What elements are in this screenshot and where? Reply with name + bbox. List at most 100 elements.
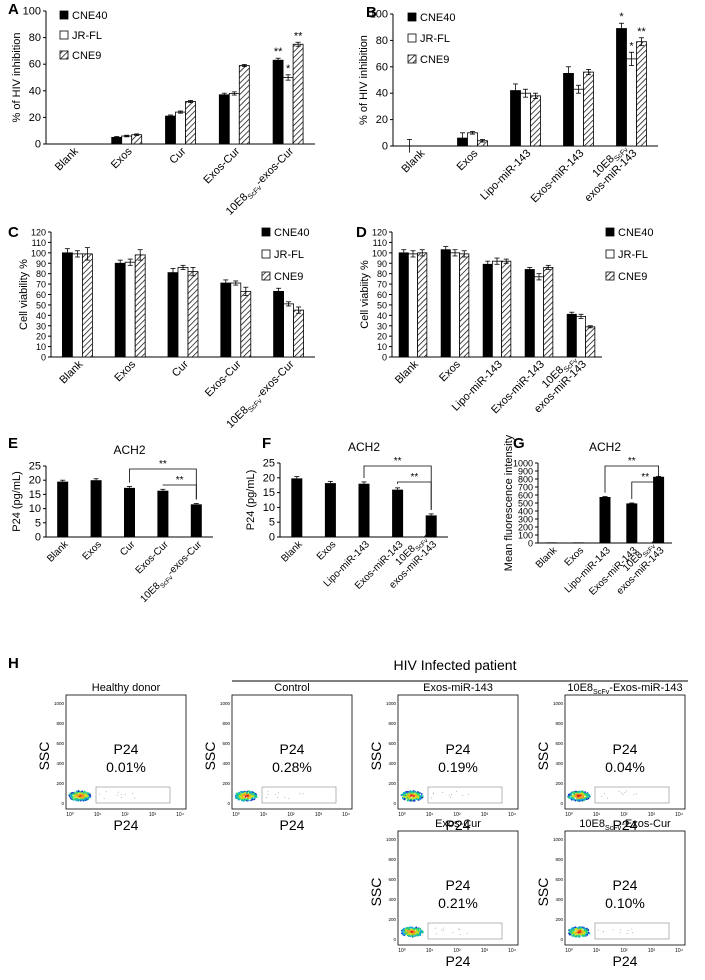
bar: [545, 542, 557, 543]
category-label: Cur: [170, 358, 191, 379]
flow-event-dot: [82, 791, 85, 794]
bar-CNE40: [524, 269, 535, 358]
category-label-line: Exos: [437, 358, 463, 384]
flow-event-dot: [408, 794, 410, 797]
gate-label: P24: [446, 877, 471, 893]
y-tick-label: 0: [41, 353, 46, 363]
significance-bracket: [162, 484, 197, 500]
flow-event-dot: [568, 931, 571, 934]
flow-event-dot: [403, 927, 406, 930]
y-tick-label: 10: [377, 342, 387, 352]
flow-event-dot: [252, 795, 255, 797]
category-label-line: Blank: [534, 544, 560, 570]
y-tick-label: 50: [36, 300, 46, 310]
y-tick-label: 20: [36, 332, 46, 342]
flow-event-dot: [633, 794, 635, 796]
gate-percent: 0.10%: [605, 895, 645, 911]
flow-event-dot: [574, 926, 577, 929]
flow-event-dot: [624, 791, 626, 793]
gate-label: P24: [613, 741, 638, 757]
y-axis-label: Mean fluorescence intensity: [503, 434, 515, 571]
significance-mark: **: [628, 456, 636, 467]
flow-event-dot: [583, 932, 586, 935]
flow-x-tick: 10³: [648, 948, 656, 954]
flow-event-dot: [580, 927, 583, 930]
y-tick-label: 40: [29, 85, 41, 97]
flow-x-tick: 10²: [620, 812, 628, 818]
flow-event-dot: [576, 791, 579, 794]
legend-swatch-CNE9: [407, 54, 417, 64]
flow-event-dot: [580, 931, 583, 934]
bar: [653, 476, 665, 543]
flow-event-dot: [245, 792, 248, 795]
flow-y-tick: 1000: [553, 701, 564, 706]
y-tick-label: 40: [377, 311, 387, 321]
flow-x-tick: 10¹: [94, 812, 102, 818]
bar-CNE9: [185, 101, 196, 145]
flow-event-dot: [72, 798, 75, 801]
flow-event-dot: [466, 933, 468, 935]
flow-event-dot: [618, 791, 620, 793]
flow-event-dot: [409, 935, 412, 938]
bar: [324, 483, 336, 537]
category-label-line: Exos: [563, 545, 587, 569]
legend-swatch-CNE40: [407, 12, 417, 22]
flow-plot-frame: [397, 694, 519, 810]
flow-gate: [594, 922, 670, 940]
flow-event-dot: [253, 794, 256, 796]
flow-event-dot: [82, 796, 85, 799]
flow-event-dot: [579, 930, 581, 932]
flow-x-tick: 10¹: [593, 812, 601, 818]
category-label-line: Blank: [45, 538, 71, 564]
bar: [572, 542, 584, 543]
legend-swatch-CNE9: [605, 271, 615, 281]
category-label: Blank: [57, 358, 85, 386]
flow-event-dot: [406, 929, 409, 932]
flow-event-dot: [586, 931, 588, 934]
y-tick-label: 700: [518, 483, 533, 493]
hiv-patient-group-title: HIV Infected patient: [394, 657, 517, 673]
flow-event-dot: [409, 926, 412, 929]
flow-event-dot: [407, 928, 410, 931]
flow-event-dot: [571, 794, 574, 797]
flow-event-dot: [441, 929, 443, 931]
flow-event-dot: [409, 799, 412, 802]
flow-y-tick: 800: [388, 721, 396, 726]
flow-event-dot: [584, 929, 587, 932]
category-label-line: Exos: [109, 145, 135, 171]
flow-event-dot: [574, 791, 577, 794]
y-axis-label: Cell viabiity %: [359, 260, 371, 329]
flow-y-label: SSC: [202, 742, 218, 771]
category-label: Exos: [437, 358, 463, 384]
flow-event-dot: [241, 798, 243, 801]
flow-event-dot: [124, 793, 126, 795]
y-tick-label: 70: [36, 280, 46, 290]
bar: [157, 490, 169, 537]
flow-event-dot: [250, 799, 252, 802]
bar-CNE40: [220, 282, 232, 358]
bar-JR-FL: [520, 92, 531, 147]
flow-plot: Control 1000 800 600 400 200 0 10⁰ 10¹ 10² 10³ 10⁴ P…: [202, 682, 353, 833]
flow-event-dot: [419, 932, 422, 934]
flow-event-dot: [419, 797, 422, 800]
flow-x-tick: 10³: [648, 812, 656, 818]
flow-y-tick: 0: [560, 801, 563, 806]
bar-CNE9: [292, 43, 304, 145]
flow-x-label: P24: [114, 817, 139, 833]
chart-E: 0 5 10 15 20 25 P24 (pg/mL) ACH2 ** ** Blank Exos Cu…: [11, 443, 213, 605]
bar-CNE40: [272, 59, 284, 145]
legend-swatch-JR-FL: [59, 30, 69, 40]
flow-plot-title: Exos-miR-143: [423, 682, 493, 694]
y-tick-label: 120: [372, 228, 387, 238]
flow-event-dot: [452, 932, 454, 934]
flow-event-dot: [410, 931, 413, 934]
flow-event-dot: [579, 794, 582, 797]
y-tick-label: 1000: [513, 459, 533, 469]
y-tick-label: 80: [36, 269, 46, 279]
flow-event-dot: [569, 928, 572, 931]
flow-x-tick: 10⁰: [398, 948, 406, 954]
flow-y-label: SSC: [368, 878, 384, 907]
category-label: 10E8ScFv​-exos-Cur: [138, 539, 204, 605]
flow-x-tick: 10³: [481, 812, 489, 818]
